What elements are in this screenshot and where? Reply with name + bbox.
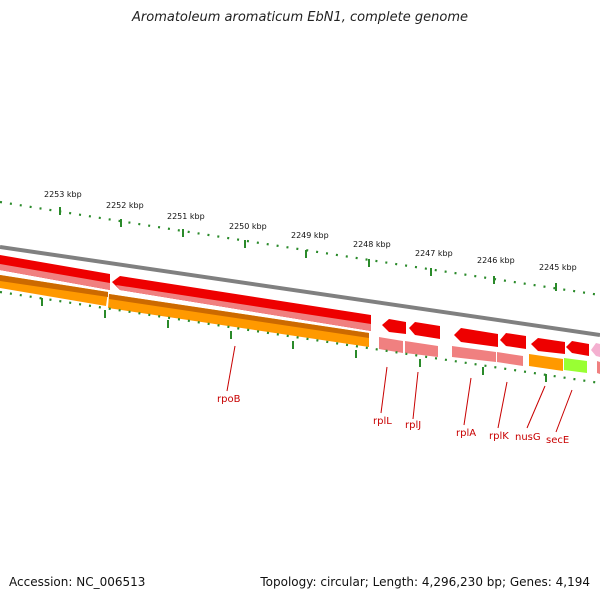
- gene-arrow-nusg: [531, 338, 565, 354]
- leader-rpll: [380, 366, 388, 414]
- gene-track: [0, 255, 600, 357]
- gene-label-rplk: rplK: [489, 431, 509, 442]
- feature-block-edge: [0, 275, 108, 297]
- feature-block-nusg: [529, 354, 563, 371]
- scale-label: 2252 kbp: [106, 201, 144, 210]
- gene-arrow-rpll: [382, 319, 406, 334]
- leader-sece: [555, 389, 573, 433]
- map-title: Aromatoleum aromaticum EbN1, complete ge…: [132, 10, 468, 25]
- leader-nusg: [526, 385, 546, 429]
- accession-label: Accession: NC_006513: [9, 575, 146, 589]
- feature-track: [0, 275, 600, 374]
- leader-rpob: [226, 345, 236, 392]
- feature-block-rplj: [405, 341, 438, 357]
- gene-arrow-rpob-shade: [116, 285, 371, 331]
- leader-rpla: [463, 377, 472, 426]
- gene-arrow-rplj: [409, 322, 440, 339]
- inner-tick-ring: [0, 290, 600, 385]
- genome-backbone: [0, 245, 600, 337]
- outer-tick-ring: [0, 200, 600, 297]
- gene-label-nusg: nusG: [515, 432, 541, 443]
- scale-labels: 2253 kbp 2252 kbp 2251 kbp 2250 kbp 2249…: [44, 190, 577, 272]
- scale-label: 2251 kbp: [167, 212, 205, 221]
- scale-label: 2246 kbp: [477, 256, 515, 265]
- scale-label: 2245 kbp: [539, 263, 577, 272]
- leader-rplk: [497, 381, 508, 429]
- gene-arrow-shade: [0, 264, 110, 290]
- gene-labels: rpoB rplL rplJ rplA rplK nusG secE: [217, 394, 569, 446]
- gene-label-rplj: rplJ: [405, 420, 421, 431]
- gene-label-sece: secE: [546, 435, 569, 446]
- gene-arrow-rpla: [454, 328, 498, 347]
- feature-block-rpla: [452, 346, 496, 362]
- scale-label: 2247 kbp: [415, 249, 453, 258]
- gene-label-rpll: rplL: [373, 416, 392, 427]
- gene-label-rpla: rplA: [456, 428, 476, 439]
- gene-label-rpob: rpoB: [217, 394, 241, 405]
- feature-block-rpob-edge: [109, 294, 369, 338]
- gene-arrow-next: [591, 343, 600, 357]
- scale-label: 2248 kbp: [353, 240, 391, 249]
- feature-block-sece: [564, 358, 587, 373]
- gene-arrow-sece: [566, 341, 589, 356]
- scale-label: 2249 kbp: [291, 231, 329, 240]
- leader-rplj: [412, 371, 419, 420]
- scale-label: 2253 kbp: [44, 190, 82, 199]
- feature-block-next: [597, 361, 600, 374]
- label-leaders: [226, 345, 573, 433]
- genome-summary: Topology: circular; Length: 4,296,230 bp…: [260, 575, 590, 589]
- gene-arrow-rplk: [500, 333, 526, 349]
- scale-label: 2250 kbp: [229, 222, 267, 231]
- feature-block-rplk: [497, 352, 523, 366]
- inner-minor-ticks: [0, 290, 600, 385]
- feature-block-rpll: [379, 337, 403, 353]
